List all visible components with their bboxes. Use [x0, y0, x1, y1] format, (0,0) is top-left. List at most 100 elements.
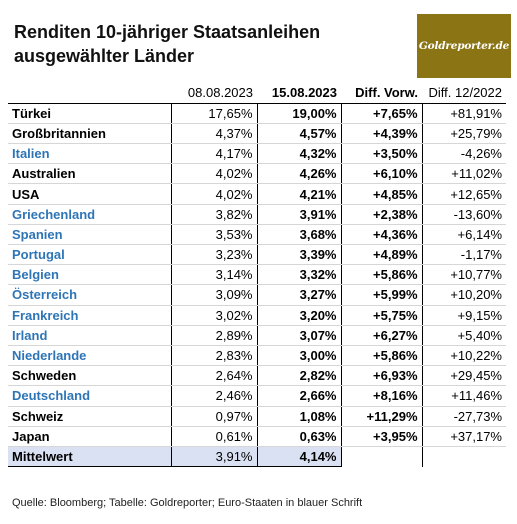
table-title: Renditen 10-jähriger Staatsanleihen ausg…: [14, 20, 320, 68]
country-cell: Italien: [8, 143, 172, 165]
country-cell: Großbritannien: [8, 123, 172, 145]
country-cell: Belgien: [8, 264, 172, 286]
source-footnote: Quelle: Bloomberg; Tabelle: Goldreporter…: [12, 497, 363, 509]
diff-year-cell: +37,17%: [422, 426, 506, 447]
table-row: USA 4,02% 4,21% +4,85% +12,65%: [8, 183, 506, 205]
country-cell: Australien: [8, 163, 172, 185]
diff-week-cell: +4,85%: [341, 183, 423, 205]
yield-prev-cell: 2,83%: [171, 345, 258, 367]
yield-current-cell: 3,91%: [257, 204, 342, 225]
table-row: Belgien 3,14% 3,32% +5,86% +10,77%: [8, 264, 506, 286]
yield-prev-cell: 17,65%: [171, 103, 258, 124]
table-row: Italien 4,17% 4,32% +3,50% -4,26%: [8, 143, 506, 165]
diff-week-cell: +8,16%: [341, 385, 423, 407]
country-cell: Irland: [8, 325, 172, 346]
country-cell: Griechenland: [8, 204, 172, 225]
yield-current-cell: 2,66%: [257, 385, 342, 407]
header-date-1: 08.08.2023: [171, 83, 257, 104]
diff-year-cell: -27,73%: [422, 406, 506, 427]
yield-current-cell: 4,26%: [257, 163, 342, 185]
diff-year-cell: +25,79%: [422, 123, 506, 145]
diff-week-cell: +3,95%: [341, 426, 423, 447]
diff-year-cell: +81,91%: [422, 103, 506, 124]
yield-prev-cell: 2,46%: [171, 385, 258, 407]
table-row: Australien 4,02% 4,26% +6,10% +11,02%: [8, 163, 506, 185]
mean-empty-2: [422, 445, 506, 467]
yield-current-cell: 4,32%: [257, 143, 342, 165]
yield-current-cell: 3,39%: [257, 244, 342, 266]
yield-prev-cell: 3,23%: [171, 244, 258, 266]
diff-year-cell: +10,22%: [422, 345, 506, 367]
table-row: Portugal 3,23% 3,39% +4,89% -1,17%: [8, 244, 506, 266]
yield-current-cell: 19,00%: [257, 103, 342, 124]
country-cell: Österreich: [8, 284, 172, 306]
yield-current-cell: 3,68%: [257, 224, 342, 246]
table-row: Spanien 3,53% 3,68% +4,36% +6,14%: [8, 224, 506, 246]
yield-prev-cell: 3,53%: [171, 224, 258, 246]
yield-prev-cell: 4,17%: [171, 143, 258, 165]
diff-week-cell: +6,27%: [341, 325, 423, 346]
yield-current-cell: 3,20%: [257, 305, 342, 326]
table-row: Niederlande 2,83% 3,00% +5,86% +10,22%: [8, 345, 506, 367]
title-line-2: ausgewählter Länder: [14, 46, 195, 66]
diff-week-cell: +4,89%: [341, 244, 423, 266]
diff-year-cell: +5,40%: [422, 325, 506, 346]
diff-year-cell: +10,77%: [422, 264, 506, 286]
yield-prev-cell: 4,37%: [171, 123, 258, 145]
country-cell: Frankreich: [8, 305, 172, 326]
diff-year-cell: -1,17%: [422, 244, 506, 266]
header-country: [8, 83, 171, 104]
country-cell: Japan: [8, 426, 172, 447]
goldreporter-logo: Goldreporter.de: [417, 14, 511, 78]
table-row: Türkei 17,65% 19,00% +7,65% +81,91%: [8, 103, 506, 124]
diff-year-cell: +12,65%: [422, 183, 506, 205]
header-row: 08.08.2023 15.08.2023 Diff. Vorw. Diff. …: [8, 83, 506, 104]
yield-prev-cell: 3,14%: [171, 264, 258, 286]
diff-week-cell: +7,65%: [341, 103, 423, 124]
title-line-1: Renditen 10-jähriger Staatsanleihen: [14, 22, 321, 42]
diff-week-cell: +4,36%: [341, 224, 423, 246]
country-cell: Deutschland: [8, 385, 172, 407]
table-row: Schweden 2,64% 2,82% +6,93% +29,45%: [8, 365, 506, 387]
yield-current-cell: 1,08%: [257, 406, 342, 427]
table-body: Türkei 17,65% 19,00% +7,65% +81,91% Großbrita…: [8, 103, 506, 447]
yield-prev-cell: 3,02%: [171, 305, 258, 326]
yield-current-cell: 3,00%: [257, 345, 342, 367]
yield-prev-cell: 4,02%: [171, 183, 258, 205]
yield-current-cell: 0,63%: [257, 426, 342, 447]
country-cell: Spanien: [8, 224, 172, 246]
yield-prev-cell: 0,61%: [171, 426, 258, 447]
yield-current-cell: 2,82%: [257, 365, 342, 387]
diff-year-cell: -4,26%: [422, 143, 506, 165]
yield-current-cell: 3,32%: [257, 264, 342, 286]
diff-year-cell: -13,60%: [422, 204, 506, 225]
header-diff-year: Diff. 12/2022: [422, 83, 506, 104]
diff-week-cell: +4,39%: [341, 123, 423, 145]
yield-table: 08.08.2023 15.08.2023 Diff. Vorw. Diff. …: [8, 83, 506, 468]
mean-value-2: 4,14%: [257, 445, 342, 468]
diff-week-cell: +11,29%: [341, 406, 423, 427]
diff-week-cell: +5,86%: [341, 264, 423, 286]
table-row: Österreich 3,09% 3,27% +5,99% +10,20%: [8, 284, 506, 306]
country-cell: USA: [8, 183, 172, 205]
country-cell: Schweden: [8, 365, 172, 387]
table-row: Großbritannien 4,37% 4,57% +4,39% +25,79%: [8, 123, 506, 145]
table-row: Schweiz 0,97% 1,08% +11,29% -27,73%: [8, 406, 506, 427]
table-row: Griechenland 3,82% 3,91% +2,38% -13,60%: [8, 204, 506, 225]
diff-week-cell: +5,86%: [341, 345, 423, 367]
yield-prev-cell: 2,64%: [171, 365, 258, 387]
country-cell: Portugal: [8, 244, 172, 266]
mean-label: Mittelwert: [8, 445, 172, 468]
yield-current-cell: 4,57%: [257, 123, 342, 145]
header-diff-week: Diff. Vorw.: [341, 83, 422, 104]
yield-prev-cell: 3,82%: [171, 204, 258, 225]
table-row: Japan 0,61% 0,63% +3,95% +37,17%: [8, 426, 506, 447]
table-row: Irland 2,89% 3,07% +6,27% +5,40%: [8, 325, 506, 346]
diff-week-cell: +6,93%: [341, 365, 423, 387]
diff-year-cell: +29,45%: [422, 365, 506, 387]
yield-current-cell: 4,21%: [257, 183, 342, 205]
diff-year-cell: +9,15%: [422, 305, 506, 326]
country-cell: Niederlande: [8, 345, 172, 367]
diff-week-cell: +3,50%: [341, 143, 423, 165]
country-cell: Türkei: [8, 103, 172, 124]
